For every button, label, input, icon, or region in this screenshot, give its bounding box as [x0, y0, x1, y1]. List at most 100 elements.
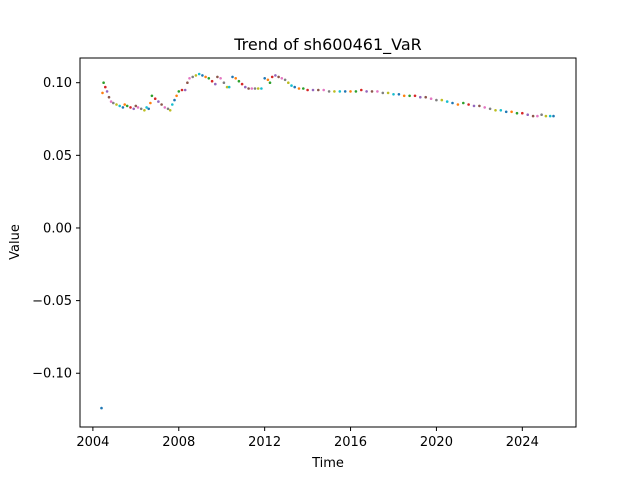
data-point [283, 78, 287, 82]
data-point [219, 77, 222, 80]
data-point [216, 75, 219, 79]
data-point [157, 100, 160, 103]
data-point [467, 103, 470, 106]
data-point [343, 90, 347, 93]
data-point [392, 93, 395, 96]
data-point [139, 107, 143, 111]
data-point [483, 106, 487, 109]
data-points [100, 72, 555, 410]
data-point [531, 114, 535, 118]
data-point [526, 113, 529, 116]
data-point [109, 100, 113, 103]
data-point [349, 90, 352, 93]
data-point [521, 111, 524, 115]
data-point [327, 90, 331, 93]
data-point [136, 106, 140, 109]
data-point [145, 106, 148, 109]
data-point [134, 104, 138, 108]
x-tick-label: 2008 [162, 435, 195, 450]
data-point [231, 75, 234, 79]
data-point [253, 87, 257, 90]
data-point [180, 88, 184, 92]
data-point [311, 88, 315, 92]
data-point [277, 75, 280, 79]
data-point [132, 107, 135, 111]
data-point [408, 94, 411, 98]
data-point [290, 84, 293, 87]
data-point [287, 81, 290, 84]
data-point [191, 75, 194, 79]
data-point [435, 98, 438, 102]
data-point [186, 81, 189, 84]
data-point [540, 113, 543, 116]
data-point [317, 88, 320, 92]
data-point [274, 74, 277, 77]
data-point [440, 98, 444, 102]
data-point [515, 111, 519, 115]
data-point [478, 104, 481, 108]
x-tick-label: 2024 [506, 435, 539, 450]
data-point [504, 110, 508, 114]
data-point [333, 90, 336, 93]
data-point [548, 114, 552, 118]
data-point [297, 87, 301, 90]
data-point [381, 91, 385, 95]
x-tick-label: 2004 [76, 435, 109, 450]
data-point [100, 406, 103, 410]
data-point [488, 107, 492, 111]
data-point [306, 88, 309, 92]
data-point [163, 106, 167, 109]
data-point [360, 88, 363, 92]
data-point [207, 77, 211, 80]
data-point [552, 114, 555, 118]
data-point [105, 90, 109, 93]
data-point [494, 109, 497, 112]
data-point [107, 95, 111, 99]
data-point [166, 107, 170, 111]
data-point [536, 114, 539, 118]
data-point [544, 114, 548, 118]
data-point [413, 94, 417, 98]
data-point [462, 101, 465, 105]
data-point [445, 100, 449, 103]
data-point [129, 106, 132, 109]
x-axis: 2004 2008 2012 2016 2020 2024 [76, 427, 539, 450]
data-point [118, 104, 121, 108]
y-tick-label: −0.05 [32, 294, 72, 309]
data-point [123, 103, 126, 106]
data-point [268, 81, 272, 84]
data-point [247, 87, 250, 90]
data-point [188, 77, 191, 80]
data-point [429, 97, 433, 100]
y-tick-label: 0.10 [43, 76, 72, 91]
data-point [177, 90, 181, 93]
data-point [160, 103, 163, 106]
data-point [210, 79, 214, 83]
data-point [419, 95, 422, 99]
plot-area-frame [79, 57, 577, 428]
y-axis: −0.10 −0.05 0.00 0.05 0.10 [32, 76, 80, 382]
y-tick-label: −0.10 [32, 367, 72, 382]
data-point [153, 97, 157, 100]
data-point [293, 85, 297, 89]
data-point [456, 103, 460, 106]
data-point [260, 87, 263, 90]
data-point [270, 75, 274, 79]
data-point [143, 109, 146, 112]
data-point [240, 82, 244, 86]
data-point [397, 93, 401, 96]
data-point [365, 90, 368, 93]
x-tick-label: 2016 [334, 435, 367, 450]
data-point [510, 110, 513, 114]
data-point [125, 104, 129, 108]
data-point [225, 85, 229, 89]
y-axis-title: Value [8, 224, 23, 260]
data-point [194, 74, 198, 77]
data-point [451, 101, 454, 105]
data-point [280, 77, 284, 80]
data-point [244, 85, 247, 89]
data-point [370, 90, 374, 93]
data-point [266, 78, 270, 82]
data-point [204, 75, 207, 79]
